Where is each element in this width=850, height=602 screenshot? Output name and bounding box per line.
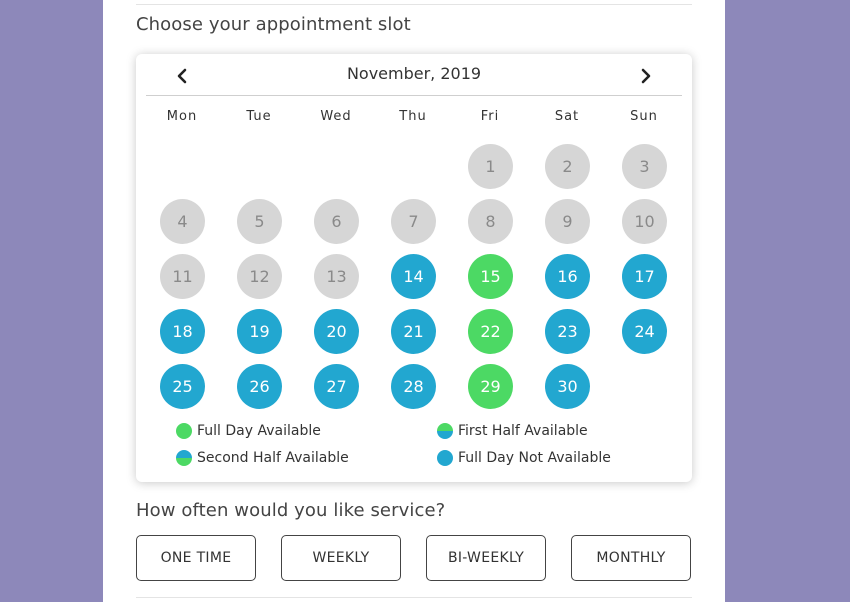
weekly-button[interactable]: WEEKLY: [281, 535, 401, 581]
legend-second-half-available: Second Half Available: [176, 448, 349, 468]
calendar-day[interactable]: 7: [391, 199, 436, 244]
chevron-left-icon: [177, 68, 187, 84]
calendar-day[interactable]: 11: [160, 254, 205, 299]
weekday-label: Thu: [399, 109, 427, 124]
calendar-day[interactable]: 15: [468, 254, 513, 299]
next-month-button[interactable]: [638, 67, 654, 85]
legend-swatch: [437, 450, 453, 466]
calendar-day[interactable]: 4: [160, 199, 205, 244]
weekday-label: Tue: [246, 109, 272, 124]
weekday-header-row: Mon Tue Wed Thu Fri Sat Sun: [144, 109, 684, 129]
calendar-day[interactable]: 19: [237, 309, 282, 354]
calendar-day[interactable]: 20: [314, 309, 359, 354]
calendar-day-grid: 1 2 3 4 5 6 7 8 9 10 11 12 13 14 15 16 17 18 19 20 21 22 23 24 2…: [136, 54, 692, 414]
legend-label: Second Half Available: [197, 450, 349, 466]
bi-weekly-button[interactable]: BI-WEEKLY: [426, 535, 546, 581]
legend-label: First Half Available: [458, 423, 588, 439]
legend-label: Full Day Available: [197, 423, 321, 439]
legend-label: Full Day Not Available: [458, 450, 611, 466]
calendar-day[interactable]: 3: [622, 144, 667, 189]
legend-full-day-available: Full Day Available: [176, 421, 321, 441]
calendar-day[interactable]: 8: [468, 199, 513, 244]
calendar-day[interactable]: 29: [468, 364, 513, 409]
calendar-day[interactable]: 16: [545, 254, 590, 299]
weekday-label: Mon: [166, 109, 198, 124]
top-divider: [136, 4, 692, 5]
calendar-day[interactable]: 24: [622, 309, 667, 354]
service-frequency-title: How often would you like service?: [136, 500, 446, 521]
calendar-day[interactable]: 18: [160, 309, 205, 354]
weekday-label: Fri: [480, 109, 500, 124]
legend-swatch: [176, 450, 192, 466]
calendar-day[interactable]: 1: [468, 144, 513, 189]
weekday-label: Sat: [554, 109, 580, 124]
calendar-day[interactable]: 26: [237, 364, 282, 409]
calendar-day[interactable]: 17: [622, 254, 667, 299]
one-time-button[interactable]: ONE TIME: [136, 535, 256, 581]
calendar-day[interactable]: 23: [545, 309, 590, 354]
weekday-label: Wed: [320, 109, 352, 124]
calendar-day[interactable]: 22: [468, 309, 513, 354]
calendar-day[interactable]: 13: [314, 254, 359, 299]
calendar-day[interactable]: 25: [160, 364, 205, 409]
calendar-day[interactable]: 27: [314, 364, 359, 409]
weekday-label: Sun: [630, 109, 658, 124]
calendar-day[interactable]: 21: [391, 309, 436, 354]
calendar-month-label: November, 2019: [346, 64, 482, 83]
legend-swatch: [176, 423, 192, 439]
booking-panel: Choose your appointment slot November, 2…: [103, 0, 725, 602]
legend-full-day-not-available: Full Day Not Available: [437, 448, 611, 468]
chevron-right-icon: [641, 68, 651, 84]
calendar-day[interactable]: 14: [391, 254, 436, 299]
appointment-section-title: Choose your appointment slot: [136, 14, 411, 35]
previous-month-button[interactable]: [174, 67, 190, 85]
calendar-day[interactable]: 5: [237, 199, 282, 244]
legend-swatch: [437, 423, 453, 439]
calendar-header: November, 2019: [146, 54, 682, 96]
calendar-day[interactable]: 10: [622, 199, 667, 244]
calendar-day[interactable]: 9: [545, 199, 590, 244]
calendar-day[interactable]: 28: [391, 364, 436, 409]
monthly-button[interactable]: MONTHLY: [571, 535, 691, 581]
calendar-day[interactable]: 2: [545, 144, 590, 189]
bottom-divider: [136, 597, 692, 598]
legend-first-half-available: First Half Available: [437, 421, 588, 441]
calendar-day[interactable]: 12: [237, 254, 282, 299]
calendar-day[interactable]: 6: [314, 199, 359, 244]
calendar-day[interactable]: 30: [545, 364, 590, 409]
